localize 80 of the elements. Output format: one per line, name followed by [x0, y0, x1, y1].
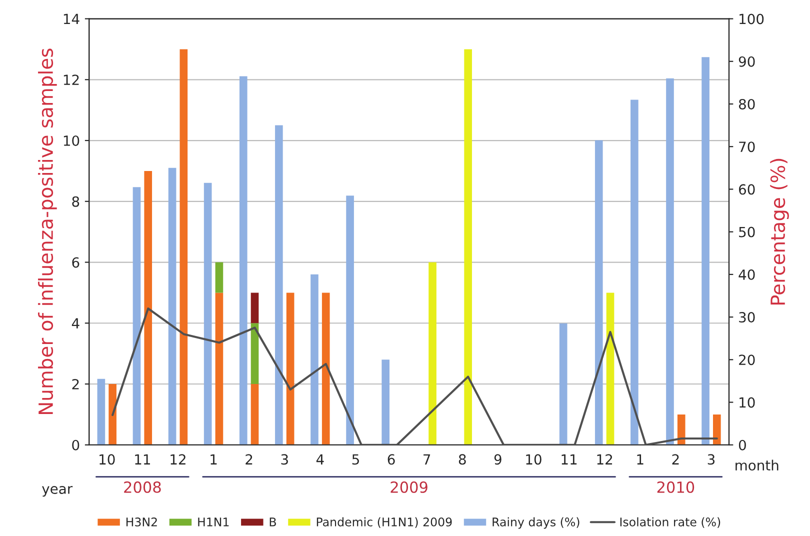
x-tick-label: 12 — [597, 454, 612, 464]
x-tick-label: 11 — [135, 454, 150, 464]
y2-tick-label: 30 — [739, 312, 755, 323]
text: month — [736, 460, 778, 471]
bar — [322, 292, 330, 445]
bar — [144, 170, 152, 445]
y-tick-label: 12 — [64, 74, 79, 85]
legend-label: H1N1 — [198, 518, 229, 526]
y2-tick-label: 50 — [739, 226, 755, 238]
bar — [677, 414, 686, 445]
x-tick-label: 2 — [246, 454, 252, 464]
line-series — [112, 307, 718, 445]
bar — [286, 292, 294, 445]
x-tick-label: 9 — [494, 454, 502, 465]
x-tick-label: 7 — [424, 454, 430, 464]
bar — [382, 360, 390, 445]
x-tick-label: 1 — [210, 454, 217, 464]
bar — [180, 49, 188, 445]
y-tick-label: 0 — [72, 440, 80, 450]
bar — [132, 187, 141, 445]
y-tick-label: 8 — [72, 196, 80, 207]
text: 2009 — [390, 481, 428, 493]
y2-axis-title: Percentage (%) — [770, 158, 789, 305]
x-tick-label: 4 — [316, 454, 324, 464]
y2-tick-label: 90 — [738, 56, 755, 67]
bar — [215, 262, 224, 293]
x-tick-label: 3 — [708, 454, 715, 465]
legend-label: B — [270, 518, 276, 526]
y2-tick-label: 100 — [740, 14, 764, 24]
bar — [204, 182, 212, 445]
bar — [239, 76, 248, 445]
bar — [594, 140, 603, 445]
legend-label: Pandemic (H1N1) 2009 — [316, 517, 452, 528]
text: 2008 — [124, 481, 161, 493]
bar — [464, 49, 472, 445]
y2-tick-label: 0 — [738, 440, 746, 450]
bar — [250, 384, 259, 445]
bar — [215, 292, 224, 445]
y-tick-label: 10 — [64, 135, 80, 146]
x-tick-label: 1 — [637, 454, 644, 464]
y2-tick-label: 70 — [739, 142, 755, 152]
legend-label: H3N2 — [126, 518, 157, 526]
bar — [250, 323, 259, 384]
y-tick-label: 14 — [64, 14, 80, 24]
x-tick-label: 12 — [170, 454, 186, 464]
x-tick-label: 10 — [100, 454, 115, 465]
y-tick-label: 2 — [72, 378, 79, 390]
bar — [168, 168, 176, 445]
bar — [713, 414, 721, 445]
bar — [275, 125, 283, 445]
y-axis-title: Number of influenza-positive samples — [38, 48, 57, 414]
legend-label: Isolation rate (%) — [620, 517, 720, 528]
y-tick-label: 6 — [72, 257, 80, 268]
y2-tick-label: 80 — [738, 98, 755, 110]
y-tick-label: 4 — [72, 318, 80, 328]
bar — [108, 384, 116, 445]
y2-tick-label: 20 — [739, 354, 755, 366]
x-tick-label: 3 — [281, 454, 288, 465]
bar — [97, 378, 106, 445]
y2-tick-label: 60 — [739, 184, 755, 195]
bar — [666, 78, 674, 445]
x-tick-label: 2 — [672, 454, 679, 464]
bar — [630, 100, 638, 445]
x-tick-label: 5 — [352, 454, 359, 465]
text: year — [42, 486, 73, 497]
y2-tick-label: 10 — [740, 397, 755, 408]
bar — [346, 196, 354, 445]
bar — [702, 57, 710, 445]
y2-tick-label: 40 — [738, 269, 755, 280]
legend-label: Rainy days (%) — [492, 517, 580, 529]
bar — [310, 274, 318, 445]
x-tick-label: 10 — [526, 454, 542, 465]
bar — [559, 323, 568, 445]
x-tick-label: 11 — [562, 454, 577, 464]
x-tick-label: 6 — [388, 454, 395, 465]
bar — [428, 262, 436, 445]
text: 2010 — [657, 481, 694, 493]
bar — [606, 292, 614, 445]
bar — [250, 292, 259, 324]
x-tick-label: 8 — [458, 454, 466, 465]
